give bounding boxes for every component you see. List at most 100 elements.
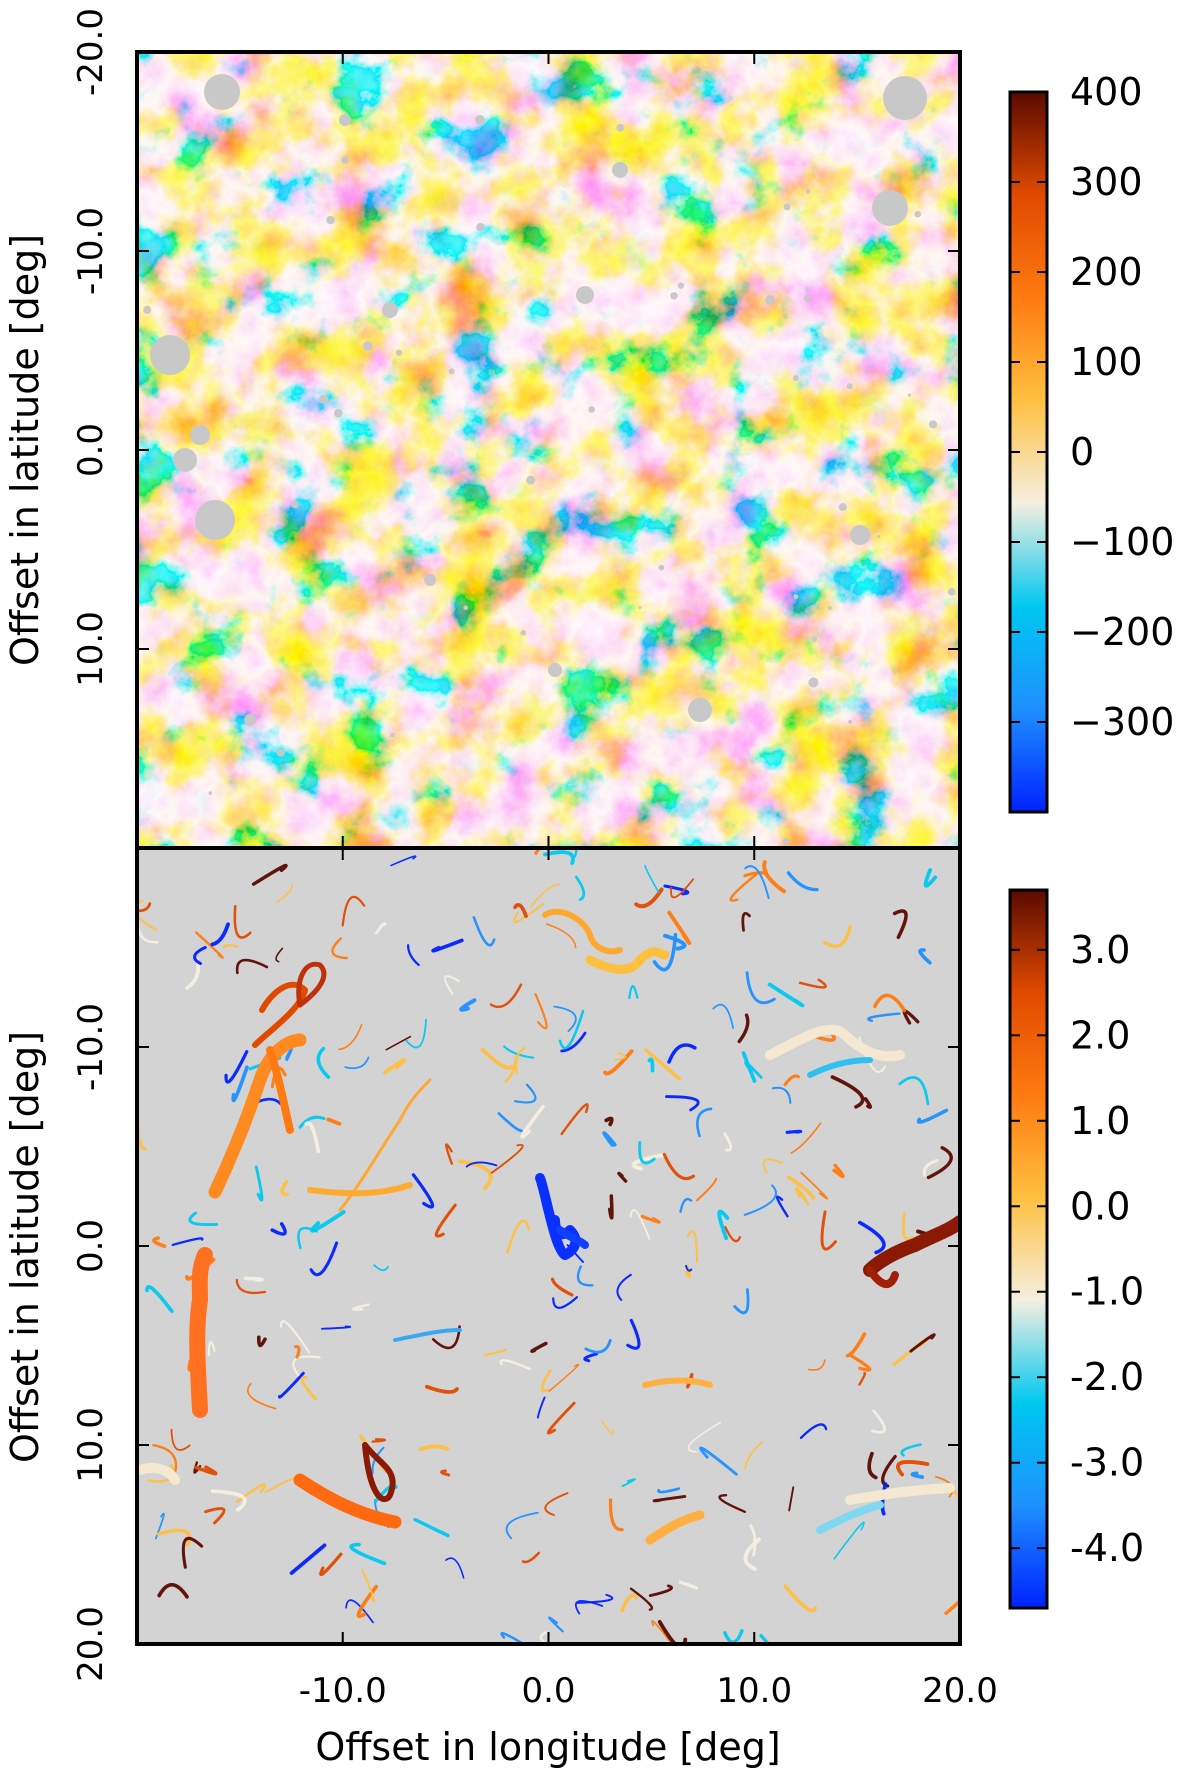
masked-source [548,663,562,677]
gradient-streak [786,1175,816,1200]
gradient-streak [896,1460,930,1477]
gradient-streak [536,1396,546,1419]
gradient-streak [608,1498,624,1532]
bottom-ytick-label: 10.0 [71,1407,111,1483]
gradient-streak [737,1013,750,1044]
gradient-streak [800,1171,829,1200]
masked-source [463,605,469,611]
gradient-streak [374,922,387,935]
gradient-streak [749,1524,757,1557]
gradient-streak [647,1057,655,1073]
bottom-colorbar-tick-label: -4.0 [1070,1526,1144,1570]
gradient-streak [696,1107,713,1138]
top-colorbar-ticks: 400 300 200 100 0 −100 −200 −300 [1010,70,1174,744]
gradient-streak [434,1203,457,1238]
top-colorbar-tick-label: −300 [1070,700,1174,744]
gradient-streak [385,1035,412,1051]
gradient-streak [137,902,152,913]
gradient-streak [181,1536,204,1569]
gradient-streak [319,1552,343,1577]
gradient-streak [371,1446,385,1475]
gradient-streak [857,1220,886,1255]
gradient-streak [349,1542,387,1566]
gradient-streak [275,947,284,963]
gradient-streak [152,1236,167,1248]
bottom-xtick-label: 10.0 [716,1671,792,1711]
bottom-colorbar-tick-label: -1.0 [1070,1270,1144,1314]
gradient-streak [607,1194,614,1220]
gradient-streak [152,1444,178,1476]
gradient-streak [193,945,207,966]
gradient-streak [699,1446,738,1476]
gradient-streak [743,1184,777,1216]
gradient-streak [540,1369,552,1392]
gradient-streak [629,1209,651,1240]
masked-source [395,349,403,357]
bottom-colorbar-tick-label: 2.0 [1070,1013,1130,1057]
gradient-streak [771,1086,792,1104]
gradient-streak [341,895,366,927]
gradient-streak [652,932,678,972]
masked-source [804,294,811,302]
gradient-streak [944,1598,960,1615]
gradient-streak [233,904,252,939]
gradient-streak [411,1173,435,1209]
gradient-streak [553,1005,577,1032]
bottom-colorbar-bar [1008,888,1049,1610]
gradient-streak [231,1065,249,1103]
masked-source [658,564,665,571]
gradient-streak [910,1471,925,1479]
gradient-streak [514,1046,526,1075]
gradient-streak [638,1141,656,1165]
gradient-streak [718,1493,747,1513]
gradient-streak [786,871,819,892]
gradient-streak [898,1076,930,1106]
gradient-streak [393,1328,462,1342]
gradient-streak [490,1143,524,1174]
gradient-streak [574,875,586,902]
gradient-streak [712,1003,734,1029]
gradient-streak [222,944,239,949]
gradient-streak [651,1620,672,1643]
gradient-streak [642,1377,713,1388]
masked-source [846,383,853,390]
gradient-streak [157,1582,189,1599]
gradient-streak [252,981,308,1048]
gradient-streak [548,1363,580,1392]
gradient-streak [542,908,623,955]
gradient-streak [823,924,852,948]
gradient-streak [247,1382,277,1410]
gradient-streak [413,1517,450,1538]
gradient-streak [900,1443,922,1457]
top-ytick-label: -20.0 [71,8,111,96]
gradient-streak [280,1179,290,1197]
gradient-streak [406,944,420,967]
top-colorbar-tick-label: 400 [1070,70,1143,114]
masked-source [670,292,678,300]
gradient-streak [685,1264,693,1272]
gradient-streak [687,1421,722,1453]
gradient-streak [457,1159,493,1191]
masked-source [190,425,210,445]
masked-source [333,408,343,418]
gradient-streak [235,1278,267,1295]
top-panel: -20.0 -10.0 0.0 10.0 Offset in latitude [de… [3,8,962,850]
gradient-streak [652,1494,687,1503]
masked-source [520,629,527,636]
masked-source [276,748,285,757]
gradient-streak [514,1083,537,1104]
gradient-streak [640,1214,661,1224]
gradient-streak [602,1131,617,1147]
gradient-streak [371,1438,386,1443]
gradient-streak [866,1266,899,1288]
masked-source [448,368,455,375]
masked-source [793,594,799,600]
gradient-streak [445,1143,453,1165]
gradient-streak [858,1372,867,1386]
masked-source [883,76,927,120]
gradient-streak [918,948,932,965]
gradient-streak [326,1117,342,1126]
gradient-streak [300,1376,317,1401]
bottom-colorbar-tick-label: 3.0 [1070,928,1130,972]
gradient-streak [762,1158,783,1174]
